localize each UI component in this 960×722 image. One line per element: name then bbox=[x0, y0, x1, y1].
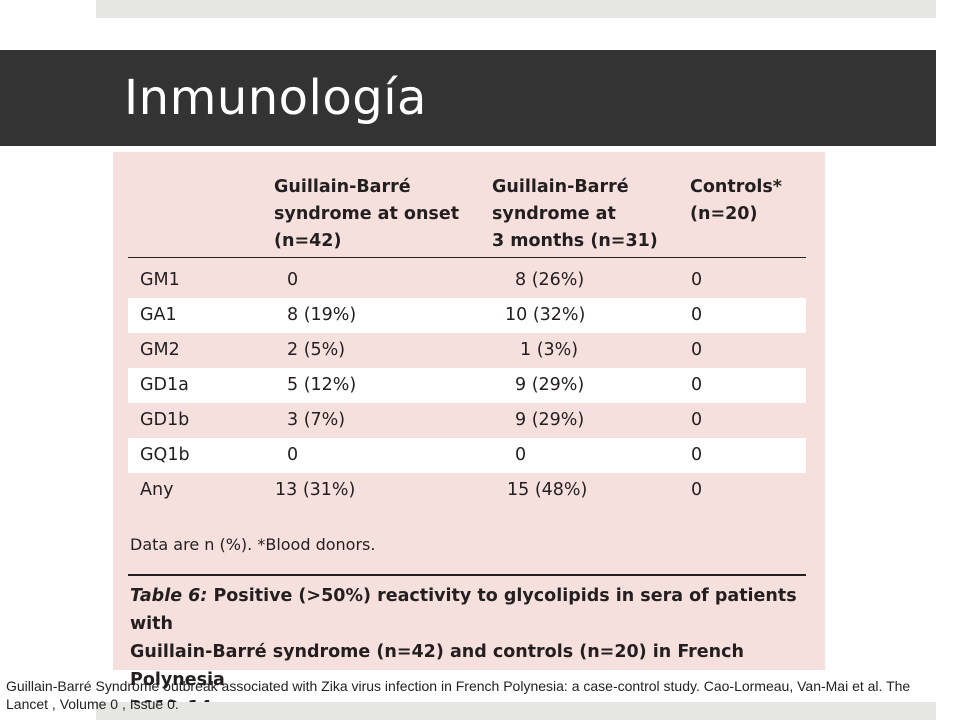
header-onset: Guillain-Barré syndrome at onset (n=42) bbox=[274, 174, 459, 255]
header-line: (n=42) bbox=[274, 231, 342, 251]
row-label: Any bbox=[140, 480, 174, 500]
caption-line: Positive (>50%) reactivity to glycolipid… bbox=[130, 586, 797, 634]
cell-controls: 0 bbox=[691, 410, 703, 430]
cell-onset: 0 bbox=[287, 270, 299, 290]
slide-title: Inmunología bbox=[124, 70, 427, 126]
cell-onset: 13 (31%) bbox=[275, 480, 356, 500]
cell-three-months: 9 (29%) bbox=[515, 375, 585, 395]
row-label: GM1 bbox=[140, 270, 180, 290]
top-decor-bar bbox=[96, 0, 936, 18]
cell-three-months: 15 (48%) bbox=[507, 480, 588, 500]
table-row: GM2 2 (5%) 1 (3%) 0 bbox=[128, 333, 806, 368]
cell-controls: 0 bbox=[691, 375, 703, 395]
table-row: GD1a 5 (12%) 9 (29%) 0 bbox=[128, 368, 806, 403]
header-three-months: Guillain-Barré syndrome at 3 months (n=3… bbox=[492, 174, 658, 255]
table-row: GM1 0 8 (26%) 0 bbox=[128, 263, 806, 298]
table-footnote: Data are n (%). *Blood donors. bbox=[130, 535, 376, 554]
cell-controls: 0 bbox=[691, 270, 703, 290]
cell-controls: 0 bbox=[691, 340, 703, 360]
caption-rule bbox=[128, 574, 806, 576]
table-row: Any 13 (31%) 15 (48%) 0 bbox=[128, 473, 806, 508]
header-line: syndrome at bbox=[492, 204, 616, 224]
header-controls: Controls* (n=20) bbox=[690, 174, 782, 228]
header-line: syndrome at onset bbox=[274, 204, 460, 224]
row-label: GQ1b bbox=[140, 445, 190, 465]
table-row: GQ1b 0 0 0 bbox=[128, 438, 806, 473]
cell-onset: 2 (5%) bbox=[287, 340, 346, 360]
row-label: GD1b bbox=[140, 410, 190, 430]
cell-onset: 0 bbox=[287, 445, 299, 465]
cell-onset: 5 (12%) bbox=[287, 375, 357, 395]
cell-controls: 0 bbox=[691, 445, 703, 465]
cell-controls: 0 bbox=[691, 305, 703, 325]
header-line: Guillain-Barré bbox=[492, 177, 629, 197]
cell-onset: 3 (7%) bbox=[287, 410, 346, 430]
cell-three-months: 10 (32%) bbox=[505, 305, 586, 325]
header-rule bbox=[128, 257, 806, 258]
cell-onset: 8 (19%) bbox=[287, 305, 357, 325]
table-row: GD1b 3 (7%) 9 (29%) 0 bbox=[128, 403, 806, 438]
header-line: Guillain-Barré bbox=[274, 177, 411, 197]
cell-three-months: 1 (3%) bbox=[520, 340, 579, 360]
bottom-decor-bar bbox=[96, 702, 936, 720]
header-line: 3 months (n=31) bbox=[492, 231, 658, 251]
header-line: Controls* bbox=[690, 177, 782, 197]
title-band bbox=[0, 50, 936, 146]
cell-controls: 0 bbox=[691, 480, 703, 500]
table-row: GA1 8 (19%) 10 (32%) 0 bbox=[128, 298, 806, 333]
cell-three-months: 0 bbox=[515, 445, 527, 465]
source-citation: Guillain-Barré Syndrome outbreak associa… bbox=[6, 678, 911, 712]
cell-three-months: 8 (26%) bbox=[515, 270, 585, 290]
table-figure: Guillain-Barré syndrome at onset (n=42) … bbox=[113, 152, 825, 718]
cell-three-months: 9 (29%) bbox=[515, 410, 585, 430]
caption-line: Guillain-Barré syndrome (n=42) and contr… bbox=[130, 642, 744, 690]
header-line: (n=20) bbox=[690, 204, 758, 224]
caption-label: Table 6: bbox=[130, 586, 208, 606]
row-label: GA1 bbox=[140, 305, 177, 325]
row-label: GM2 bbox=[140, 340, 180, 360]
row-label: GD1a bbox=[140, 375, 189, 395]
